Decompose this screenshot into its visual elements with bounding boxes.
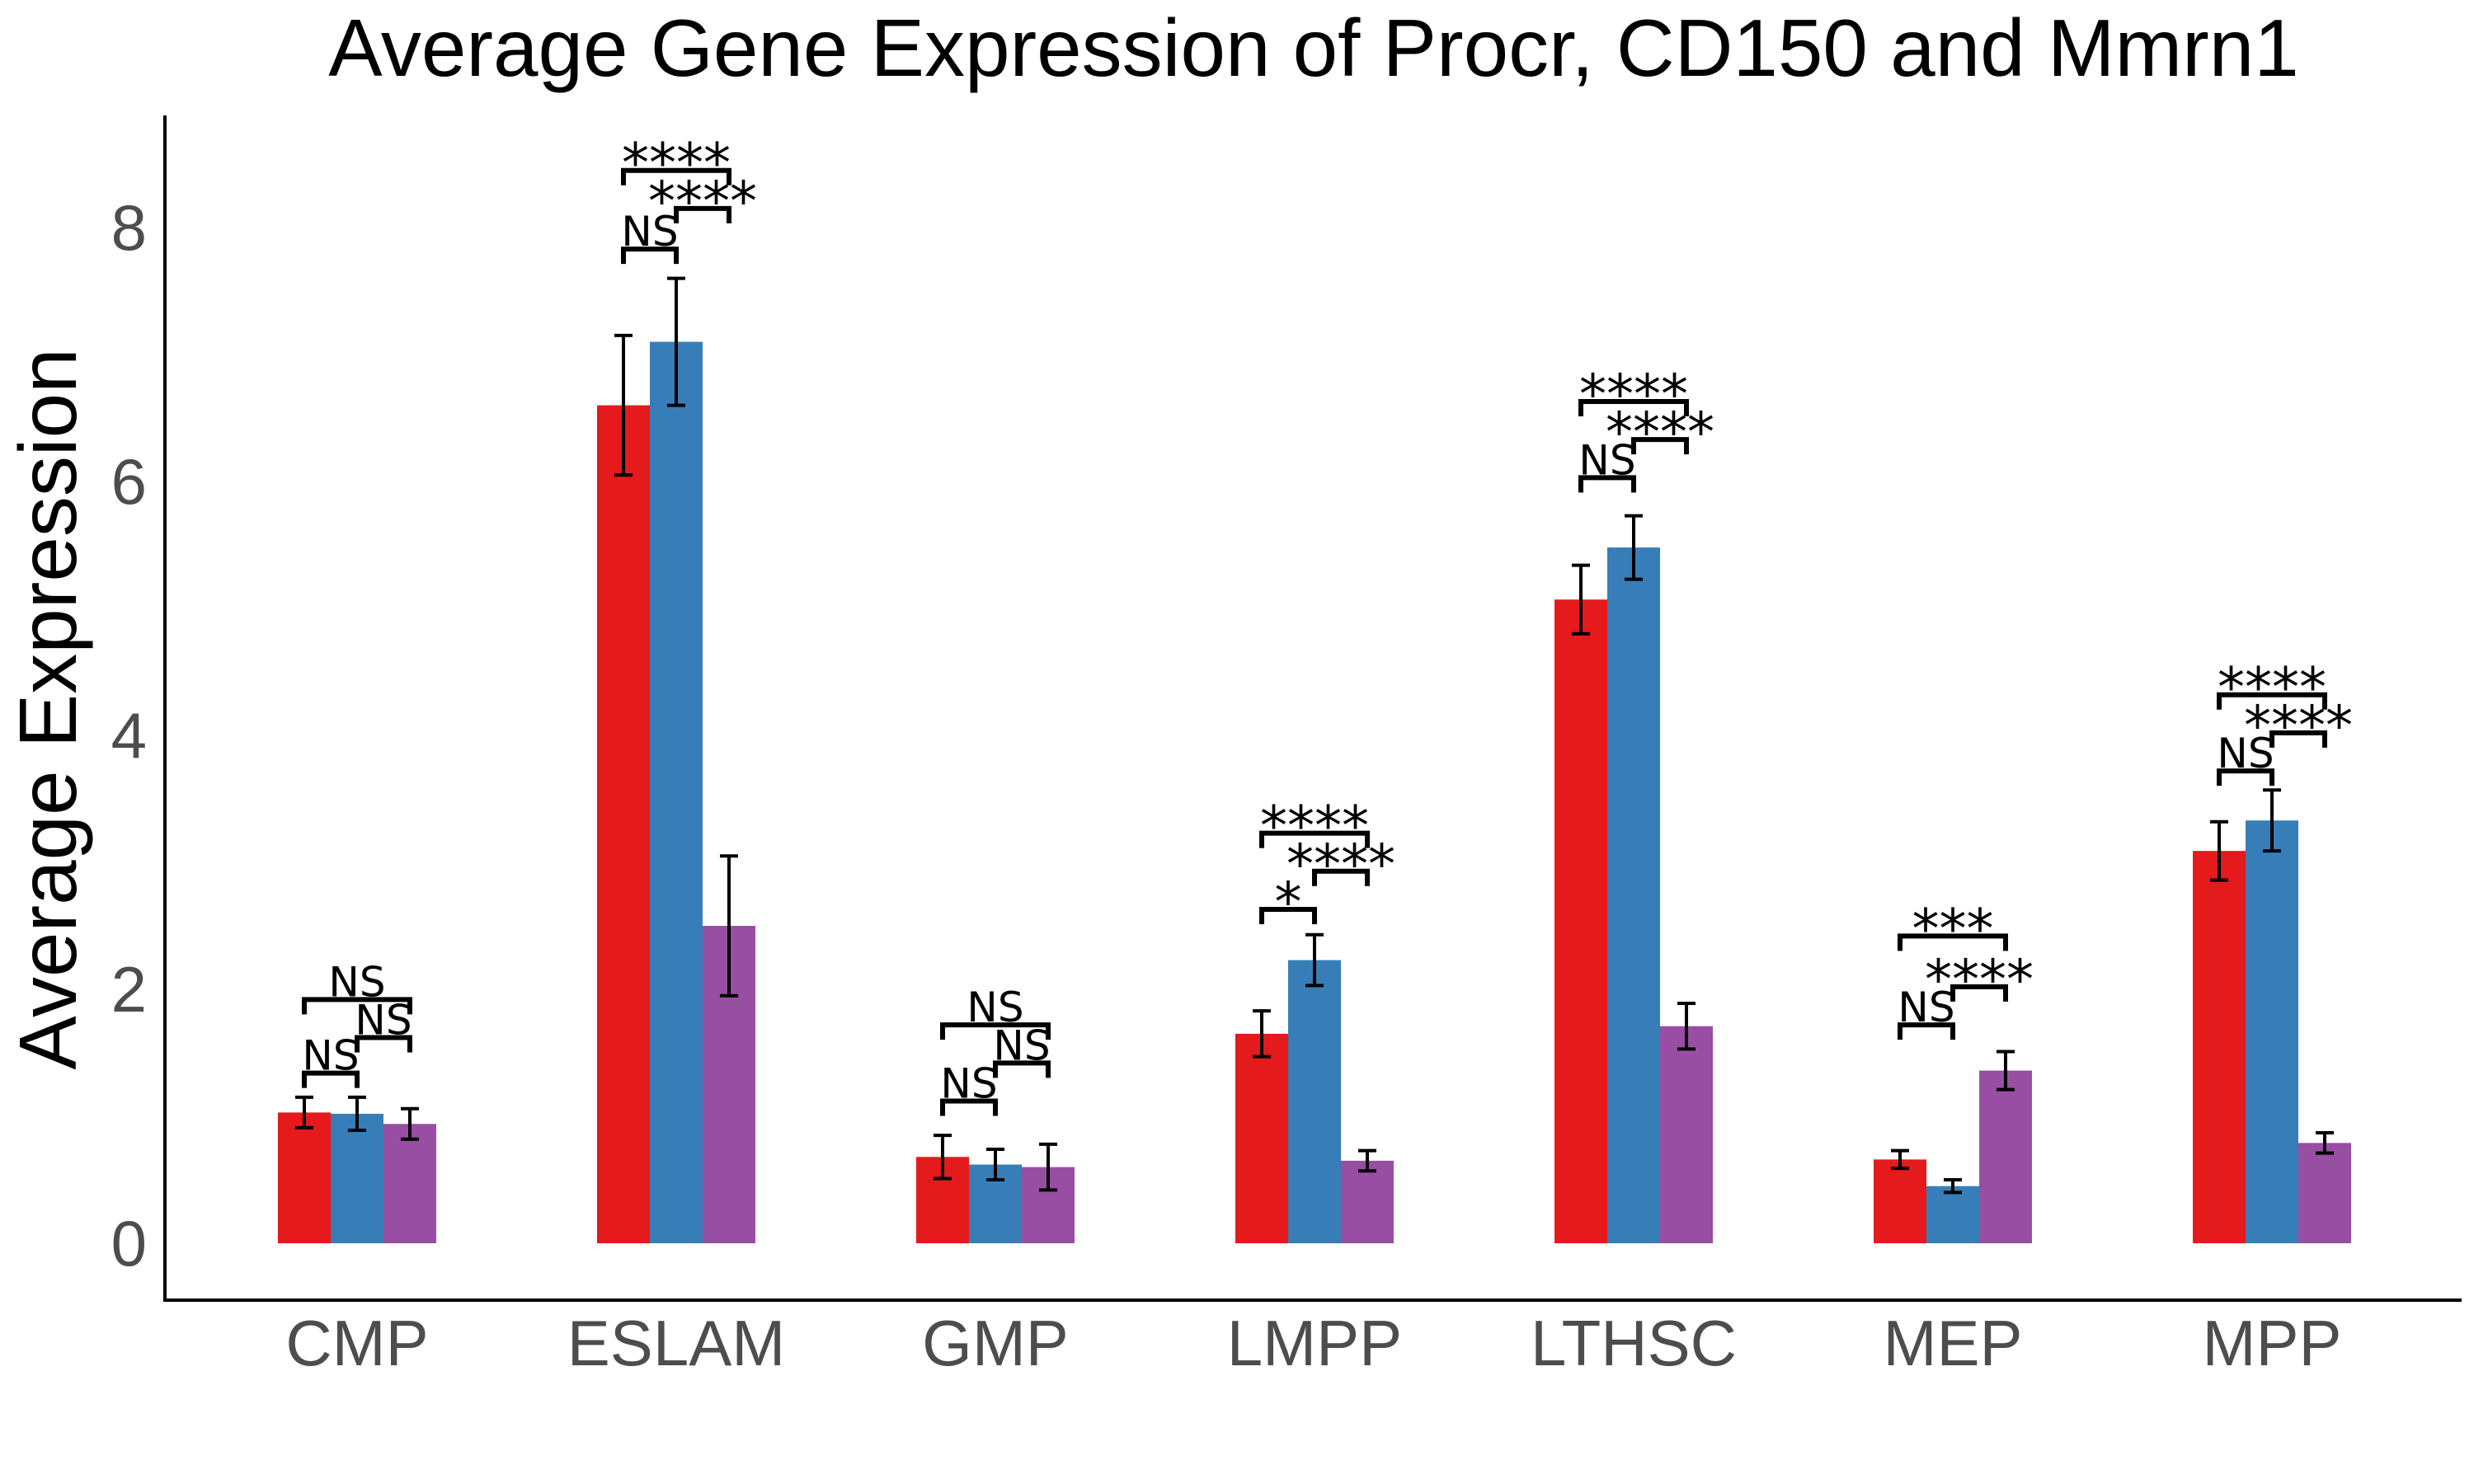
significance-label: NS (328, 958, 385, 1006)
significance-bracket (940, 1098, 998, 1116)
significance-label: **** (2244, 694, 2353, 758)
significance-bracket (1259, 906, 1317, 924)
significance-bracket (1898, 933, 2008, 951)
significance-label: NS (967, 984, 1023, 1031)
significance-bracket (1631, 437, 1689, 455)
significance-bracket (2217, 692, 2327, 710)
significance-bracket (1578, 475, 1636, 493)
significance-bracket (993, 1060, 1051, 1078)
significance-bracket (2269, 730, 2327, 748)
significance-label: **** (1579, 363, 1688, 426)
significance-bracket (1259, 830, 1370, 848)
significance-label: NS (355, 997, 412, 1045)
y-tick-label: 0 (111, 1207, 147, 1280)
significance-label: **** (648, 170, 757, 233)
significance-label: NS (1578, 436, 1635, 484)
significance-bracket (302, 1070, 360, 1088)
significance-label: **** (1606, 401, 1714, 464)
y-tick-label: 6 (111, 445, 147, 518)
significance-bracket (2217, 768, 2274, 787)
x-tick-label: LMPP (1227, 1307, 1402, 1379)
bar (1341, 1160, 1394, 1243)
significance-label: **** (622, 132, 731, 195)
bar (2193, 851, 2246, 1243)
chart-title: Average Gene Expression of Procr, CD150 … (328, 2, 2299, 93)
bar (1554, 599, 1607, 1243)
significance-bracket (621, 247, 679, 265)
significance-bracket (674, 205, 731, 223)
significance-label: * (1275, 871, 1302, 934)
bar (383, 1124, 436, 1243)
significance-bracket (302, 997, 412, 1015)
bar (331, 1113, 383, 1243)
y-tick-label: 8 (111, 191, 147, 264)
significance-bracket (355, 1035, 412, 1053)
bar (1607, 547, 1660, 1243)
bar (1979, 1070, 2032, 1243)
x-tick-label: LTHSC (1531, 1307, 1737, 1379)
significance-label: NS (302, 1032, 359, 1080)
bar (2298, 1143, 2351, 1243)
x-tick-label: CMP (285, 1307, 428, 1379)
bar (597, 405, 650, 1244)
significance-label: NS (1898, 984, 1954, 1031)
bar (650, 341, 703, 1244)
x-tick-label: ESLAM (567, 1307, 785, 1379)
significance-label: NS (993, 1021, 1050, 1069)
significance-bracket (1950, 984, 2008, 1002)
x-tick-label: MPP (2202, 1307, 2341, 1379)
y-axis-label: Average Expression (2, 348, 93, 1069)
significance-bracket (621, 167, 731, 186)
bar (1874, 1159, 1926, 1243)
x-tick-label: MEP (1883, 1307, 2022, 1379)
significance-bracket (940, 1022, 1051, 1040)
significance-bracket (1578, 398, 1689, 416)
significance-label: **** (1925, 948, 2034, 1012)
bar (1660, 1026, 1713, 1243)
bar (278, 1112, 331, 1243)
significance-label: **** (1286, 833, 1395, 896)
bar (1288, 960, 1341, 1243)
significance-label: *** (1912, 897, 1994, 960)
significance-label: NS (621, 208, 678, 256)
significance-bracket (1312, 868, 1370, 886)
significance-label: **** (2218, 656, 2326, 720)
significance-label: NS (940, 1060, 997, 1108)
bar (1926, 1186, 1979, 1243)
significance-bracket (1898, 1022, 1955, 1040)
significance-label: **** (1260, 795, 1369, 858)
significance-label: NS (2217, 730, 2274, 777)
x-tick-label: GMP (922, 1307, 1069, 1379)
bar (2246, 820, 2298, 1243)
y-tick-label: 4 (111, 699, 147, 772)
bar (1235, 1033, 1288, 1243)
y-tick-label: 2 (111, 953, 147, 1026)
